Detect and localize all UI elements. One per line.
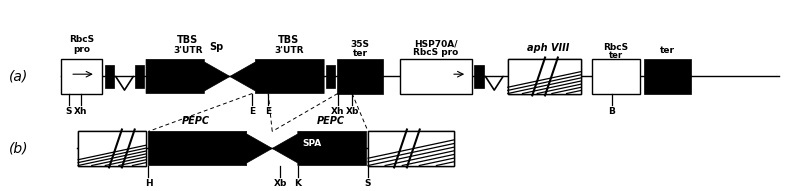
Text: PEPC: PEPC (317, 116, 345, 126)
Polygon shape (149, 131, 272, 166)
Text: (a): (a) (9, 70, 28, 83)
Text: aph VIII: aph VIII (527, 43, 570, 53)
Bar (135, 65, 145, 87)
Text: Xb: Xb (346, 107, 358, 116)
Bar (337, 59, 383, 94)
Text: RbcS: RbcS (69, 35, 94, 44)
Text: Xh: Xh (74, 107, 87, 116)
Polygon shape (146, 59, 230, 94)
Bar (368, 131, 454, 166)
Text: ter: ter (660, 46, 675, 55)
Text: K: K (294, 179, 302, 188)
Text: Sp: Sp (210, 42, 223, 52)
Text: ter: ter (609, 51, 622, 60)
Text: Xh: Xh (331, 107, 345, 116)
Text: PEPC: PEPC (182, 116, 210, 126)
Text: TBS: TBS (178, 35, 198, 45)
Bar (592, 59, 639, 94)
Text: pro: pro (73, 45, 90, 54)
Text: S: S (365, 179, 371, 188)
Text: TBS: TBS (278, 35, 300, 45)
Text: ter: ter (353, 49, 367, 57)
Bar (78, 131, 146, 166)
Text: HSP70A/: HSP70A/ (414, 39, 458, 48)
Bar (508, 59, 582, 94)
Bar (368, 131, 454, 166)
Polygon shape (230, 59, 324, 94)
Bar (643, 59, 691, 94)
Bar (400, 59, 472, 94)
Bar (508, 59, 582, 94)
Bar (78, 131, 146, 166)
Text: 3'UTR: 3'UTR (174, 46, 202, 55)
Text: E: E (249, 107, 255, 116)
Text: 3'UTR: 3'UTR (274, 46, 304, 55)
Bar (326, 65, 335, 87)
Bar (61, 59, 102, 94)
Text: 35S: 35S (350, 40, 370, 49)
Text: (b): (b) (9, 142, 28, 155)
Text: B: B (608, 107, 615, 116)
Bar (474, 65, 484, 87)
Bar (105, 65, 114, 87)
Text: RbcS: RbcS (603, 43, 628, 52)
Polygon shape (272, 131, 366, 166)
Text: E: E (265, 107, 271, 116)
Text: SPA: SPA (302, 138, 322, 147)
Text: H: H (145, 179, 152, 188)
Text: Xb: Xb (274, 179, 287, 188)
Text: RbcS pro: RbcS pro (414, 48, 458, 57)
Text: S: S (66, 107, 72, 116)
